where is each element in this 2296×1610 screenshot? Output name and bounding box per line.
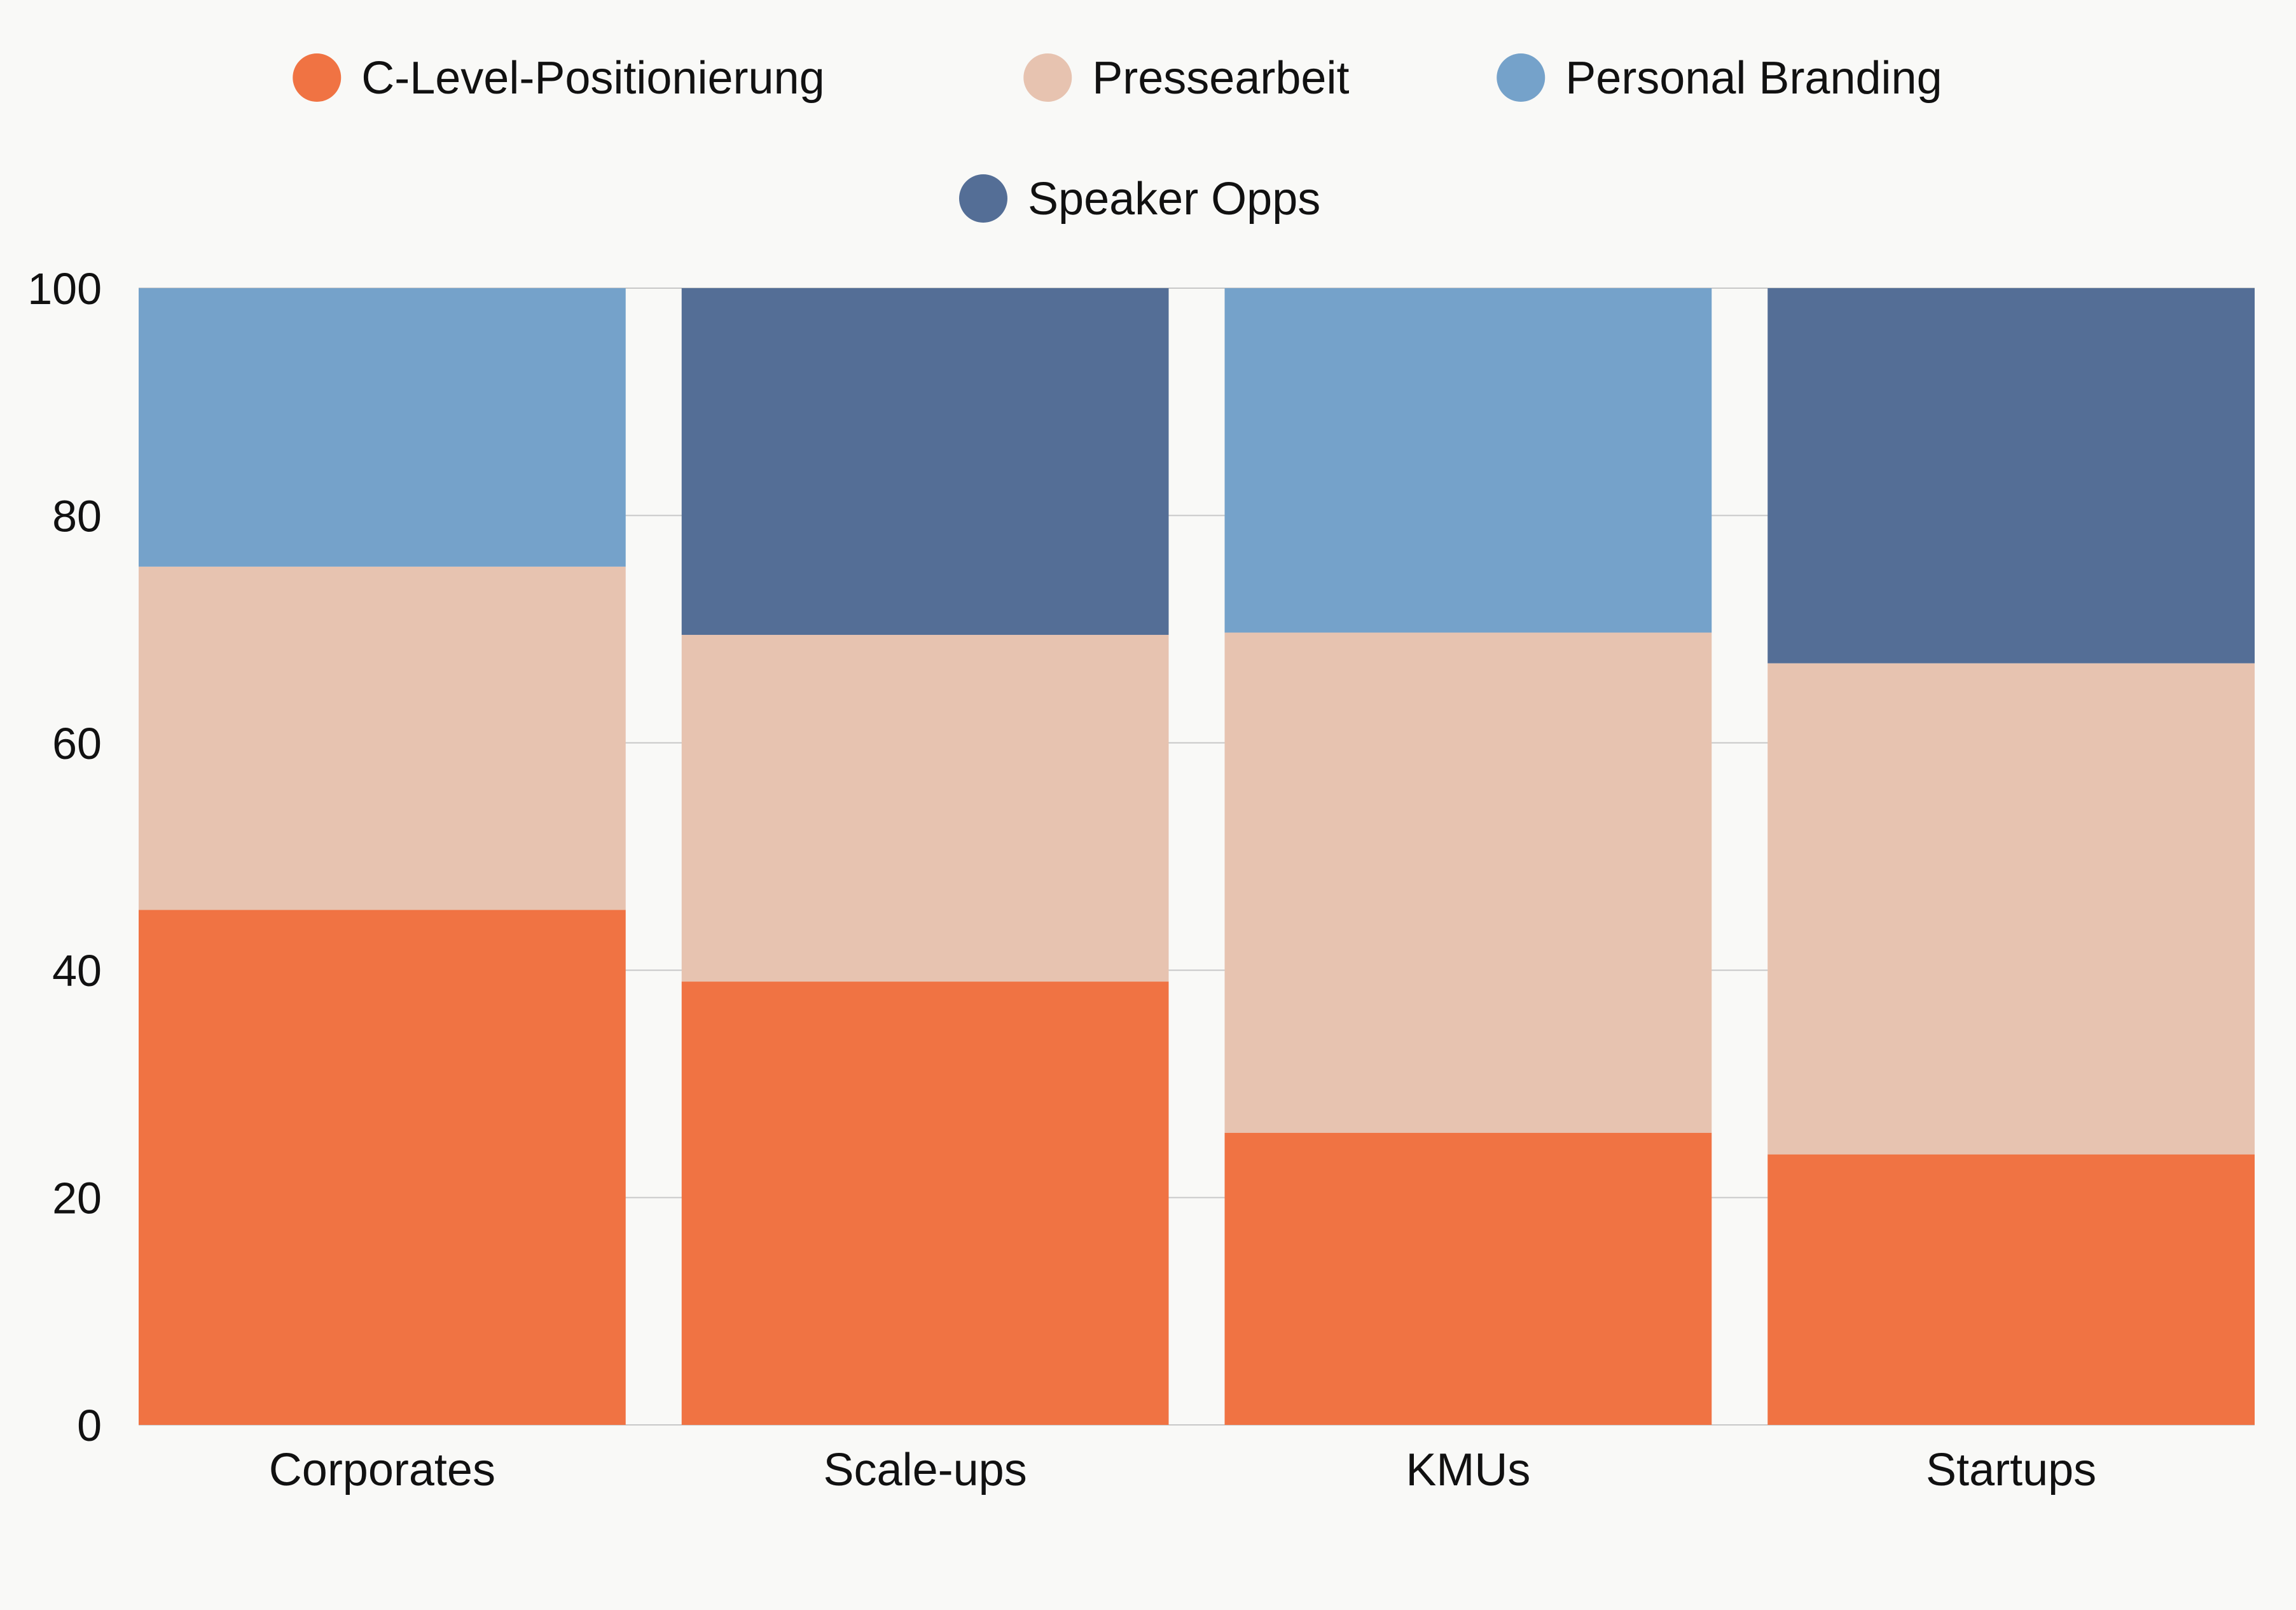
legend-item: Personal Branding: [1497, 53, 1942, 104]
legend: C-Level-Positionierung Pressearbeit Person…: [293, 53, 1942, 225]
legend-label: C-Level-Positionierung: [361, 53, 824, 104]
bar-segment-scale-ups-series-1: [681, 635, 1169, 982]
x-category-label: KMUs: [1406, 1445, 1530, 1495]
bar-segment-kmus-series-2: [1224, 288, 1712, 633]
bar-segment-kmus-series-1: [1224, 632, 1712, 1133]
bar-segment-corporates-series-2: [139, 288, 626, 567]
bar-segment-kmus-series-0: [1224, 1132, 1712, 1425]
x-category-label: Corporates: [269, 1445, 495, 1495]
legend-item: Speaker Opps: [959, 174, 1320, 225]
y-axis: 0 20 40 60 80 100: [27, 264, 102, 1450]
legend-label: Speaker Opps: [1028, 174, 1320, 225]
legend-marker-icon: [1023, 53, 1072, 102]
legend-label: Personal Branding: [1565, 53, 1942, 104]
y-tick-label-100: 100: [27, 264, 102, 314]
y-tick-label-80: 80: [52, 491, 102, 541]
x-category-label: Scale-ups: [824, 1445, 1027, 1495]
legend-item: C-Level-Positionierung: [293, 53, 825, 104]
y-tick-label-60: 60: [52, 719, 102, 768]
bar-segment-scale-ups-series-0: [681, 982, 1169, 1425]
bar-segment-scale-ups-series-3: [681, 288, 1169, 635]
x-category-label: Startups: [1926, 1445, 2096, 1495]
y-tick-label-40: 40: [52, 946, 102, 996]
y-tick-label-0: 0: [77, 1401, 102, 1450]
bar-segment-startups-series-0: [1767, 1154, 2255, 1425]
legend-marker-icon: [293, 53, 342, 102]
bars: [139, 288, 2255, 1425]
y-tick-label-20: 20: [52, 1174, 102, 1223]
bar-segment-corporates-series-0: [139, 910, 626, 1425]
bar-segment-corporates-series-1: [139, 566, 626, 910]
legend-item: Pressearbeit: [1023, 53, 1349, 104]
legend-marker-icon: [1497, 53, 1546, 102]
bar-segment-startups-series-3: [1767, 288, 2255, 663]
x-axis: Corporates Scale-ups KMUs Startups: [269, 1445, 2096, 1495]
legend-label: Pressearbeit: [1092, 53, 1349, 104]
bar-segment-startups-series-1: [1767, 663, 2255, 1155]
legend-marker-icon: [959, 174, 1007, 223]
